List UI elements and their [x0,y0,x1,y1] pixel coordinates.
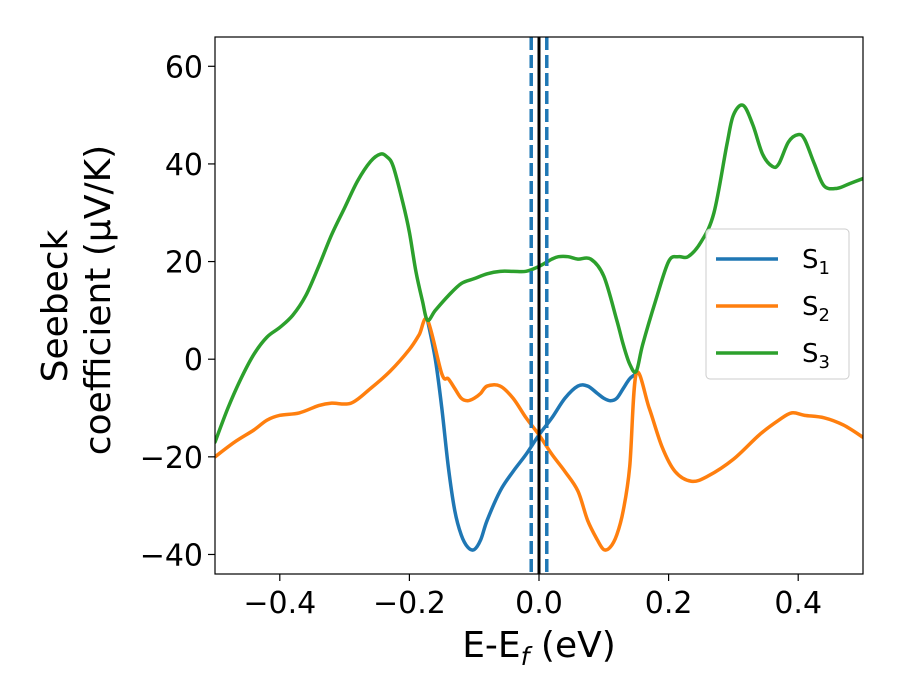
legend: S1 S2 S3 [705,228,850,380]
y-axis: −40 −20 0 20 40 60 [140,50,215,573]
x-axis: −0.4 −0.2 0.0 0.2 0.4 [243,574,822,621]
y-tick-label: 60 [165,50,203,85]
x-axis-title-unit: (eV) [529,625,615,666]
y-axis-title-line2: coefficient (μV/K) [78,145,119,455]
legend-label-s3: S3 [802,339,830,373]
legend-label-s1: S1 [802,245,830,279]
y-tick-label: −40 [140,538,203,573]
x-tick-label: 0.2 [645,586,693,621]
y-tick-label: 0 [184,343,203,378]
series-layer [215,103,863,552]
series-line-s1 [425,318,638,552]
legend-box [705,228,850,380]
fermi-level-lines [529,37,549,574]
x-axis-title-main: E-E [462,625,520,666]
x-tick-label: −0.4 [243,586,316,621]
x-tick-label: −0.2 [373,586,446,621]
y-tick-label: 40 [165,148,203,183]
series-line-s2 [215,316,863,552]
x-tick-label: 0.0 [515,586,563,621]
y-tick-label: −20 [140,441,203,476]
legend-label-s2: S2 [802,292,830,326]
y-axis-title-line1: Seebeck [35,229,76,382]
series-line-s3 [215,103,863,444]
x-axis-title: E-Ef (eV) [462,625,616,671]
y-tick-label: 20 [165,246,203,281]
x-tick-label: 0.4 [774,586,822,621]
